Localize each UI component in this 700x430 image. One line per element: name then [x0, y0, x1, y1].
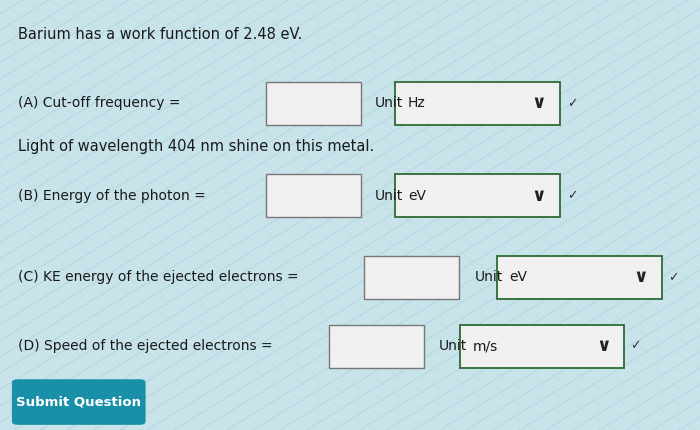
Text: eV: eV — [510, 270, 528, 284]
Text: ✓: ✓ — [630, 340, 640, 353]
Text: eV: eV — [408, 189, 426, 203]
Text: ✓: ✓ — [668, 271, 679, 284]
Text: (D) Speed of the ejected electrons =: (D) Speed of the ejected electrons = — [18, 339, 272, 353]
FancyBboxPatch shape — [395, 174, 560, 217]
FancyBboxPatch shape — [12, 379, 146, 425]
FancyBboxPatch shape — [460, 325, 624, 368]
Text: Unit: Unit — [374, 189, 402, 203]
Text: ∨: ∨ — [532, 187, 546, 205]
Text: ∨: ∨ — [532, 94, 546, 112]
Text: m/s: m/s — [473, 339, 498, 353]
Text: (B) Energy of the photon =: (B) Energy of the photon = — [18, 189, 205, 203]
Text: Unit: Unit — [374, 96, 402, 110]
FancyBboxPatch shape — [329, 325, 424, 368]
Text: Unit: Unit — [475, 270, 503, 284]
Text: Submit Question: Submit Question — [16, 396, 141, 408]
Text: Unit: Unit — [439, 339, 467, 353]
Text: (C) KE energy of the ejected electrons =: (C) KE energy of the ejected electrons = — [18, 270, 298, 284]
Text: ∨: ∨ — [596, 337, 610, 355]
Text: Barium has a work function of 2.48 eV.: Barium has a work function of 2.48 eV. — [18, 27, 302, 42]
FancyBboxPatch shape — [364, 256, 458, 299]
Text: Hz: Hz — [408, 96, 426, 110]
FancyBboxPatch shape — [497, 256, 662, 299]
Text: ∨: ∨ — [634, 268, 648, 286]
Text: ✓: ✓ — [567, 189, 577, 202]
FancyBboxPatch shape — [266, 82, 360, 125]
FancyBboxPatch shape — [395, 82, 560, 125]
Text: (A) Cut-off frequency =: (A) Cut-off frequency = — [18, 96, 180, 110]
FancyBboxPatch shape — [266, 174, 360, 217]
Text: Light of wavelength 404 nm shine on this metal.: Light of wavelength 404 nm shine on this… — [18, 139, 374, 154]
Text: ✓: ✓ — [567, 97, 577, 110]
